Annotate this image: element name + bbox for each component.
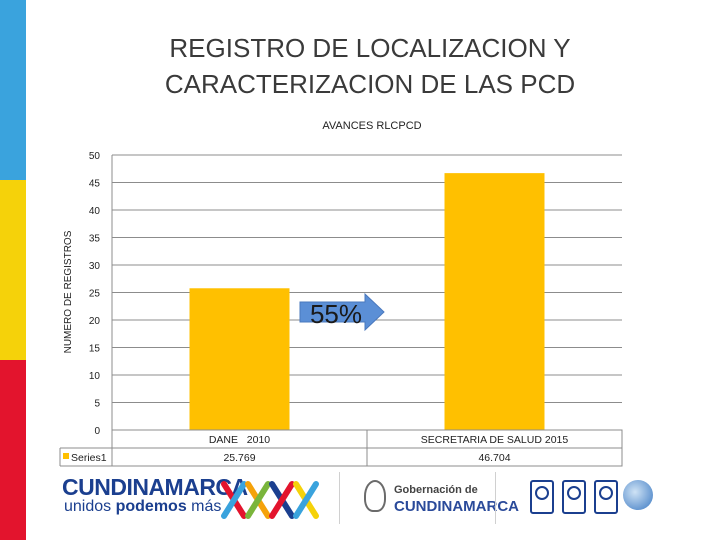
slide-title: REGISTRO DE LOCALIZACION Y CARACTERIZACI… (110, 30, 630, 102)
growth-annotation: 55% (310, 299, 362, 329)
y-tick-label: 15 (89, 344, 101, 355)
footer-separator-2 (495, 472, 496, 524)
iqnet-seal-icon (562, 480, 586, 514)
slide-title-line-1: REGISTRO DE LOCALIZACION Y (169, 33, 571, 63)
legend-label: Series1 (71, 452, 107, 464)
y-tick-label: 30 (89, 261, 101, 272)
y-tick-label: 0 (94, 426, 100, 437)
legend-swatch (63, 453, 69, 459)
chart-title: AVANCES RLCPCD (322, 120, 422, 132)
globe-icon (623, 480, 653, 510)
y-tick-label: 5 (94, 399, 100, 410)
growth-arrow-icon (299, 292, 385, 332)
y-tick-label: 35 (89, 234, 101, 245)
side-bar-yellow (0, 180, 26, 360)
data-label: 46.704 (478, 452, 510, 464)
bar (444, 173, 545, 431)
gobernacion-crest-icon (364, 480, 386, 512)
cundinamarca-x-pattern-icon (221, 481, 319, 519)
y-tick-label: 45 (89, 179, 101, 190)
y-tick-label: 10 (89, 371, 101, 382)
gobernacion-line-2: CUNDINAMARCA (394, 498, 519, 515)
side-bar-blue (0, 0, 26, 180)
gobernacion-line-1: Gobernación de (394, 484, 478, 496)
slogan-plain: unidos (64, 498, 116, 515)
certification-seal-icon (594, 480, 618, 514)
side-bar-red (0, 360, 26, 540)
slogan-bold: podemos (115, 498, 187, 515)
x-tick-label: SECRETARIA DE SALUD 2015 (421, 434, 569, 446)
footer-separator (339, 472, 340, 524)
y-tick-label: 50 (89, 151, 101, 162)
slide-title-line-2: CARACTERIZACION DE LAS PCD (164, 69, 576, 99)
bar (189, 288, 290, 430)
data-label: 25.769 (223, 452, 255, 464)
cundinamarca-logo-text: CUNDINAMARCA (62, 474, 248, 500)
cundinamarca-slogan: unidos podemos más (64, 498, 221, 516)
slogan-end: más (186, 498, 222, 515)
y-tick-label: 40 (89, 206, 101, 217)
y-tick-label: 20 (89, 316, 101, 327)
x-tick-label: DANE 2010 (209, 434, 270, 446)
certification-seal-icon (530, 480, 554, 514)
y-tick-label: 25 (89, 289, 101, 300)
